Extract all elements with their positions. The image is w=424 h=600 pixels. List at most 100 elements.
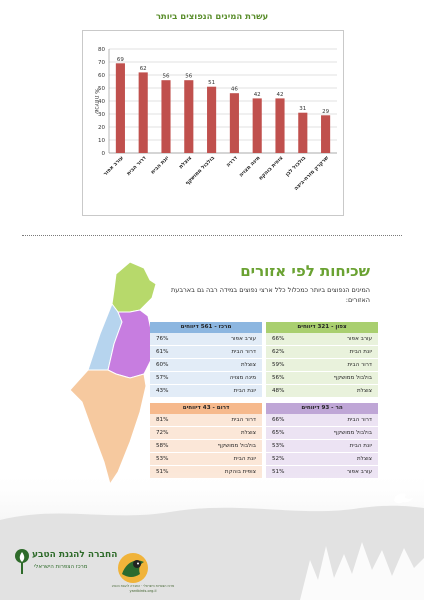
bar-value-label: 31 (299, 106, 306, 112)
bar (229, 93, 239, 153)
table-row: דרור הבית 59% (266, 359, 378, 372)
species-name: צוצלת (356, 456, 372, 462)
species-name: דרור הבית (231, 417, 257, 423)
species-pct: 53% (156, 456, 169, 462)
table-row: יונת הבית 62% (266, 346, 378, 359)
bar-value-label: 29 (322, 109, 329, 115)
table-row: בולבול ממושקף 65% (266, 427, 378, 440)
table-row: צוצלת 52% (266, 453, 378, 466)
species-name: דרור הבית (347, 362, 373, 368)
table-row: עורב אפור 76% (150, 333, 262, 346)
bar (115, 63, 125, 153)
species-pct: 61% (156, 349, 169, 355)
chart-svg: 0 10 20 30 40 50 60 70 80 69 עורב אפור 62 דרור הבית 5… (93, 47, 337, 192)
table-row: יונת הבית 43% (150, 385, 262, 398)
birding-logo-url: yardbirds.org.il (129, 589, 157, 593)
bar-value-label: 42 (277, 92, 284, 98)
x-tick-label: דרור הבית (126, 155, 148, 177)
species-pct: 72% (156, 430, 169, 436)
bar-value-label: 46 (231, 87, 238, 93)
spni-logo-name: החברה להגנת הטבע (32, 550, 118, 560)
chart-title: עשרת המינים הנפוצים ביותר (155, 12, 269, 22)
table-row: דרור הבית 81% (150, 414, 262, 427)
species-name: עורב אפור (230, 336, 256, 342)
species-name: בולבול ממושקף (333, 375, 372, 381)
x-tick-label: צוצלת (178, 155, 193, 170)
species-name: צוצלת (240, 430, 256, 436)
map-region-north (111, 262, 157, 313)
y-tick-label: 40 (98, 99, 105, 105)
x-tick-label: צופית בוהקת (258, 155, 284, 181)
bar-value-label: 56 (163, 74, 170, 80)
table-row: יונת הבית 53% (150, 453, 262, 466)
y-tick-label: 60 (98, 73, 105, 79)
bar (298, 112, 308, 153)
species-name: מינה מצויה (229, 375, 256, 381)
table-row: דרור הבית 66% (266, 414, 378, 427)
species-name: בולבול ממושקף (333, 430, 372, 436)
section-title: שכיחות לפי אזורים (240, 262, 370, 280)
region-header-north: צפון - 321 דיווחים (266, 322, 378, 333)
species-name: יונת הבית (349, 349, 372, 355)
species-pct: 66% (272, 336, 285, 342)
chart-bars (115, 63, 331, 153)
species-pct: 65% (272, 430, 285, 436)
table-row: יונת הבית 53% (266, 440, 378, 453)
region-table-center: מרכז - 561 דיווחים עורב אפור 76% דרור הבי… (150, 322, 262, 398)
bar (252, 98, 262, 153)
species-pct: 81% (156, 417, 169, 423)
landscape-background (0, 469, 424, 600)
y-axis-label: % שכיחות (93, 88, 100, 114)
species-pct: 58% (156, 443, 169, 449)
x-tick-label: מינה מצויה (238, 155, 262, 179)
leaf-logo-icon (15, 549, 29, 574)
bird-logo-icon (118, 553, 148, 583)
bar-value-label: 62 (140, 66, 147, 72)
table-row: צוצלת 60% (150, 359, 262, 372)
landscape-hills (0, 505, 424, 600)
species-pct: 48% (272, 388, 285, 394)
y-tick-label: 80 (98, 47, 105, 53)
bar-chart: 0 10 20 30 40 50 60 70 80 69 עורב אפור 62 דרור הבית 5… (82, 30, 344, 216)
bird-silhouette-icon (394, 493, 413, 504)
y-tick-label: 30 (98, 112, 105, 118)
bar (207, 86, 217, 153)
bar-value-label: 51 (208, 80, 215, 86)
y-tick-label: 10 (98, 138, 105, 144)
region-header-mountain: הר - 93 דיווחים (266, 403, 378, 414)
map-region-south (69, 369, 147, 486)
species-pct: 43% (156, 388, 169, 394)
y-tick-label: 0 (102, 151, 106, 157)
species-pct: 60% (156, 362, 169, 368)
species-name: דרור הבית (347, 417, 373, 423)
region-header-center: מרכז - 561 דיווחים (150, 322, 262, 333)
species-name: יונת הבית (349, 443, 372, 449)
region-table-north: צפון - 321 דיווחים עורב אפור 66% יונת הבי… (266, 322, 378, 398)
species-name: צוצלת (356, 388, 372, 394)
table-row: מינה מצויה 57% (150, 372, 262, 385)
section-description: המינים הנפוצים ביותר כמכלול כלל ארצי נפו… (171, 286, 370, 304)
species-name: יונת הבית (233, 388, 256, 394)
species-name: צוצלת (240, 362, 256, 368)
x-tick-label: בולבול לבן (285, 155, 308, 178)
bar-value-label: 56 (185, 74, 192, 80)
region-header-south: דרום - 43 דיווחים (150, 403, 262, 414)
species-pct: 52% (272, 456, 285, 462)
species-pct: 53% (272, 443, 285, 449)
y-tick-label: 20 (98, 125, 105, 131)
table-row: דרור הבית 61% (150, 346, 262, 359)
x-tick-label: עורב אפור (103, 155, 125, 177)
species-name: יונת הבית (233, 456, 256, 462)
landscape-vegetation (300, 542, 424, 600)
species-pct: 76% (156, 336, 169, 342)
species-name: דרור הבית (231, 349, 257, 355)
region-table-mountain: הר - 93 דיווחים דרור הבית 66% בולבול ממוש… (266, 403, 378, 479)
table-row: בולבול ממושקף 56% (266, 372, 378, 385)
bar-value-label: 42 (254, 92, 261, 98)
table-row: עורב אפור 66% (266, 333, 378, 346)
table-row: צוצלת 48% (266, 385, 378, 398)
x-tick-label: יונת הבית (150, 155, 171, 176)
species-pct: 66% (272, 417, 285, 423)
bar (138, 72, 148, 153)
bar (321, 115, 331, 153)
